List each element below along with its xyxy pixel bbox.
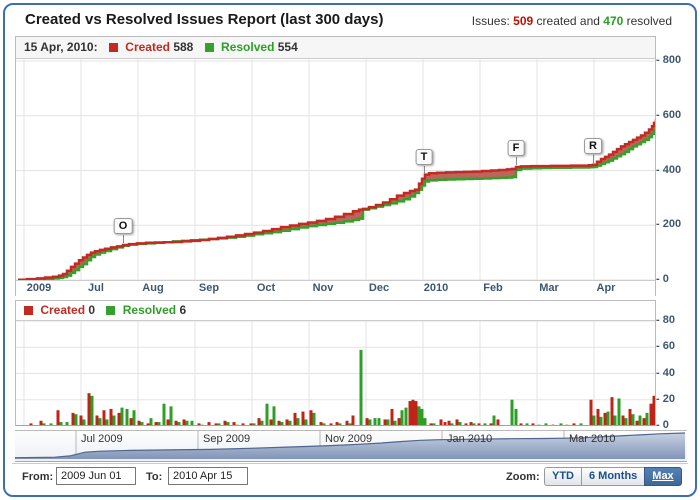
marker-flag[interactable]: F [507, 140, 525, 157]
tooltip-date: 15 Apr, 2010: [24, 40, 98, 54]
daily-resolved-swatch-icon [106, 306, 116, 315]
zoom-label: Zoom: [506, 471, 540, 483]
created-swatch-icon [108, 43, 118, 52]
issues-summary: Issues: 509 created and 470 resolved [472, 14, 672, 28]
month-label: Nov [312, 282, 334, 294]
cumulative-plot [16, 59, 655, 280]
daily-created-value: 0 [88, 303, 96, 317]
tooltip-resolved-value: 554 [277, 40, 298, 54]
month-label: 2009 [26, 282, 52, 294]
navigator-month-label: Jan 2010 [447, 433, 493, 445]
marker-flag[interactable]: R [584, 137, 602, 154]
daily-resolved-value: 6 [179, 303, 187, 317]
footer-divider [12, 463, 688, 464]
daily-plot [16, 321, 655, 426]
navigator-month-label: Jul 2009 [81, 433, 123, 445]
marker-stem [593, 154, 594, 163]
marker-stem [424, 165, 425, 174]
y-tick-label: - 60 [656, 340, 675, 353]
month-label: Dec [368, 282, 390, 294]
y-tick-label: - 0 [656, 273, 669, 285]
cumulative-chart: 15 Apr, 2010: Created 588 Resolved 554 2… [15, 36, 656, 297]
daily-chart: Created 0 Resolved 6 [15, 300, 656, 426]
zoom-option-ytd[interactable]: YTD [544, 467, 582, 486]
marker-flag[interactable]: O [113, 217, 133, 234]
from-label: From: [22, 471, 54, 483]
y-tick-label: - 800 [656, 54, 682, 66]
resolved-word: resolved [626, 14, 672, 28]
month-label: Oct [256, 282, 276, 294]
month-label: Jul [88, 282, 104, 294]
navigator-month-label: Mar 2010 [569, 433, 616, 445]
created-word: created and [536, 14, 600, 28]
daily-resolved-label: Resolved [122, 303, 177, 317]
month-axis-labels: 2009 Jul Aug Sep Oct Nov Dec 2010 Feb Mar Apr [16, 280, 655, 297]
month-label: Mar [539, 282, 559, 294]
created-count: 509 [513, 14, 534, 28]
issues-label: Issues: [471, 14, 510, 28]
navigator-month-label: Nov 2009 [325, 433, 373, 445]
marker-stem [123, 234, 124, 243]
y-tick-label: - 80 [656, 314, 675, 326]
marker-flag[interactable]: T [415, 148, 433, 165]
y-tick-label: - 0 [656, 419, 669, 431]
page-title: Created vs Resolved Issues Report (last … [25, 11, 384, 28]
chart-tooltip-bar: 15 Apr, 2010: Created 588 Resolved 554 [16, 37, 655, 59]
zoom-option-6-months[interactable]: 6 Months [581, 467, 646, 486]
tooltip-created-label: Created [125, 40, 170, 54]
month-label: Feb [483, 282, 503, 294]
month-label: Apr [596, 282, 616, 294]
marker-stem [516, 157, 517, 166]
daily-created-label: Created [40, 303, 86, 317]
tooltip-created-value: 588 [173, 40, 194, 54]
resolved-swatch-icon [204, 43, 214, 52]
header: Created vs Resolved Issues Report (last … [25, 11, 675, 31]
daily-legend-bar: Created 0 Resolved 6 [16, 301, 655, 321]
y-tick-label: - 200 [656, 218, 682, 231]
month-label: 2010 [423, 282, 449, 294]
from-date-input[interactable] [56, 467, 136, 485]
tooltip-resolved-label: Resolved [221, 40, 275, 54]
navigator-month-label: Sep 2009 [203, 433, 251, 445]
daily-created-swatch-icon [24, 306, 33, 315]
resolved-count: 470 [603, 14, 624, 28]
to-label: To: [146, 471, 163, 483]
timeline-navigator[interactable]: Jul 2009 Sep 2009 Nov 2009 Jan 2010 Mar 2010 [15, 430, 687, 462]
y-tick-label: - 600 [656, 108, 682, 121]
zoom-option-max[interactable]: Max [644, 467, 682, 486]
to-date-input[interactable] [168, 467, 248, 485]
y-tick-label: - 40 [656, 366, 675, 379]
navigator-area [15, 431, 685, 459]
y-tick-label: - 400 [656, 163, 682, 176]
zoom-button-group: YTD 6 Months Max [544, 467, 682, 486]
month-label: Aug [142, 282, 164, 294]
month-label: Sep [198, 282, 220, 294]
y-tick-label: - 20 [656, 392, 675, 405]
